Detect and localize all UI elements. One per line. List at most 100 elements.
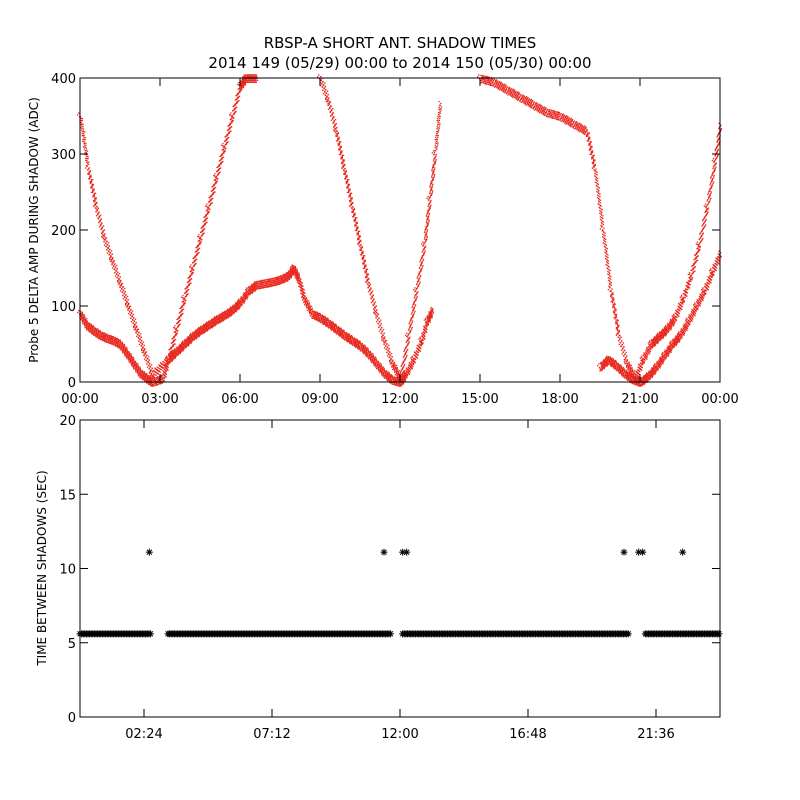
data-point	[213, 317, 215, 319]
data-point	[429, 321, 431, 323]
data-point	[251, 78, 253, 80]
data-point	[125, 306, 127, 308]
data-point	[308, 303, 310, 305]
data-point	[230, 314, 233, 316]
data-point	[160, 368, 162, 370]
data-point	[89, 325, 91, 328]
data-point	[103, 336, 105, 338]
data-point	[165, 359, 167, 361]
data-point	[234, 307, 237, 309]
data-point	[92, 325, 94, 327]
data-point	[101, 232, 103, 235]
data-point	[148, 367, 150, 370]
data-point	[138, 370, 140, 373]
data-point	[395, 379, 398, 381]
data-point	[101, 336, 103, 338]
data-point	[123, 343, 125, 345]
data-point	[98, 216, 101, 218]
data-point	[170, 360, 172, 362]
data-point	[419, 336, 421, 338]
data-point	[122, 344, 124, 346]
data-point	[310, 308, 312, 311]
data-point	[309, 315, 311, 317]
data-point	[144, 352, 146, 355]
data-point	[84, 139, 86, 141]
data-point	[185, 347, 187, 349]
data-point	[278, 277, 280, 280]
data-point	[203, 325, 205, 328]
data-point	[93, 330, 96, 332]
data-point	[431, 313, 433, 315]
data-point	[247, 288, 249, 291]
data-point	[86, 161, 88, 164]
data-point	[308, 300, 310, 302]
data-point	[81, 317, 83, 319]
data-point	[140, 370, 142, 372]
data-point	[420, 343, 422, 346]
data-point	[322, 317, 325, 319]
data-point	[92, 184, 94, 186]
data-point	[144, 374, 147, 376]
data-point	[312, 310, 314, 313]
data-point	[158, 379, 160, 381]
data-point	[430, 308, 432, 310]
data-point	[114, 263, 116, 265]
data-point	[320, 316, 322, 318]
data-point	[84, 318, 86, 320]
data-point	[86, 163, 89, 165]
data-point	[120, 284, 122, 286]
data-point	[101, 338, 103, 340]
data-point	[195, 331, 197, 333]
data-point	[430, 315, 432, 317]
data-point	[89, 181, 91, 184]
data-point	[173, 350, 175, 352]
data-point	[83, 320, 85, 322]
data-point	[201, 330, 203, 332]
data-point	[129, 356, 131, 358]
data-point	[216, 320, 218, 322]
data-point	[192, 268, 194, 270]
data-point	[354, 344, 356, 346]
data-point	[376, 362, 378, 364]
data-point	[357, 342, 359, 345]
data-point	[286, 272, 288, 274]
data-point	[306, 302, 309, 304]
data-point	[141, 349, 143, 352]
data-point	[226, 314, 228, 316]
data-point	[318, 315, 320, 317]
data-point	[84, 327, 86, 329]
data-point	[136, 370, 139, 372]
data-point	[233, 308, 235, 310]
data-point	[156, 366, 158, 368]
data-point	[215, 182, 217, 184]
data-point	[84, 137, 86, 139]
data-point	[205, 330, 207, 332]
data-point	[185, 295, 187, 297]
data-point	[160, 375, 163, 377]
data-point	[350, 340, 353, 342]
data-point	[138, 335, 141, 337]
data-point	[322, 323, 325, 325]
data-point	[247, 295, 249, 297]
data-point	[151, 385, 153, 387]
data-point	[242, 299, 244, 301]
data-point	[241, 303, 243, 305]
data-point	[315, 314, 318, 316]
data-point	[104, 233, 106, 235]
data-point	[224, 316, 226, 319]
data-point	[295, 271, 297, 274]
data-point	[174, 350, 176, 353]
data-point	[223, 150, 225, 152]
data-point	[250, 291, 253, 293]
data-point	[90, 181, 93, 184]
data-point	[298, 274, 300, 276]
data-point	[235, 311, 237, 313]
data-point	[333, 331, 335, 333]
data-point	[199, 241, 201, 243]
data-point	[218, 321, 220, 323]
data-point	[113, 337, 115, 339]
data-point	[181, 306, 183, 308]
data-point	[79, 127, 82, 129]
data-point	[220, 316, 222, 318]
data-point	[404, 378, 406, 380]
